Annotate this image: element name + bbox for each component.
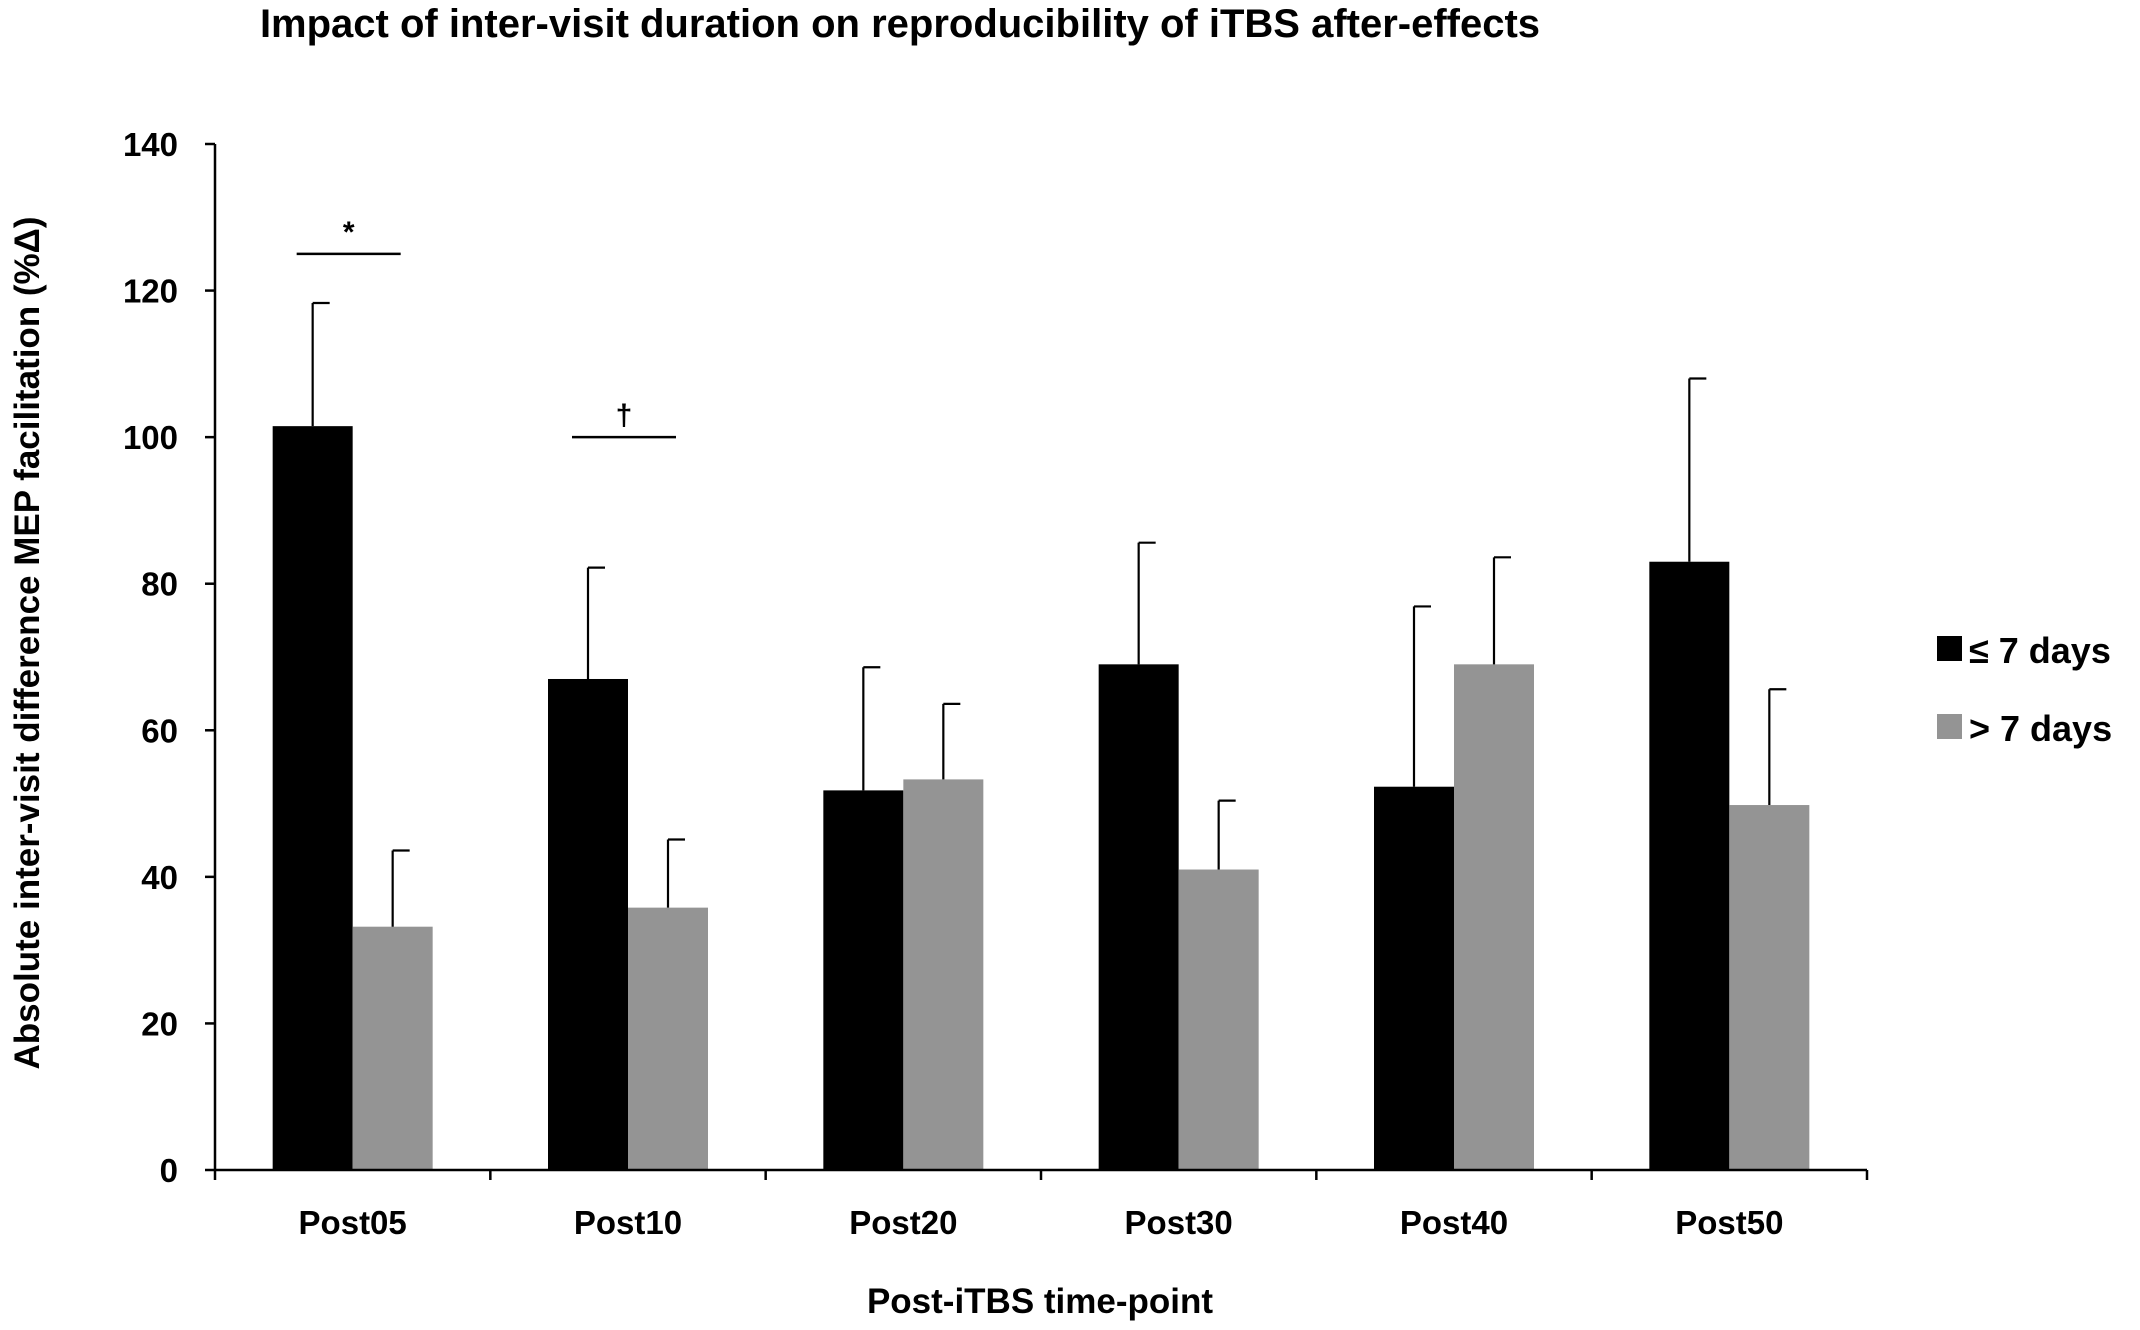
bar-le7-post05 (272, 426, 353, 1170)
y-tick-label: 80 (141, 566, 178, 603)
chart-title: Impact of inter-visit duration on reprod… (259, 2, 1541, 46)
y-tick-label: 20 (141, 1005, 178, 1042)
x-tick-label: Post30 (1125, 1204, 1233, 1241)
bar-le7-post10 (548, 678, 628, 1170)
bar-gt7-post20 (903, 779, 984, 1170)
bar-le7-post40 (1374, 786, 1454, 1170)
x-axis-title: Post-iTBS time-point (867, 1282, 1213, 1321)
legend-label-gt7: > 7 days (1969, 708, 2112, 749)
legend-swatch-gt7 (1937, 714, 1962, 739)
bars-layer (272, 301, 1810, 1170)
y-tick-label: 100 (123, 419, 178, 456)
annotations-layer: *† (296, 216, 676, 439)
bar-le7-post50 (1649, 561, 1730, 1170)
bar-gt7-post40 (1454, 664, 1534, 1170)
x-tick-label: Post20 (849, 1204, 957, 1241)
significance-marker: † (616, 399, 633, 432)
y-tick-label: 120 (123, 273, 178, 310)
x-tick-label: Post10 (574, 1204, 682, 1241)
bar-gt7-post30 (1178, 869, 1259, 1170)
legend: ≤ 7 days > 7 days (1937, 630, 2112, 749)
axes-layer (213, 144, 1867, 1172)
y-tick-label: 140 (123, 126, 178, 163)
bar-gt7-post50 (1729, 805, 1810, 1170)
legend-swatch-le7 (1937, 636, 1962, 661)
bar-gt7-post05 (352, 926, 433, 1170)
legend-label-le7: ≤ 7 days (1969, 630, 2111, 671)
y-axis-title: Absolute inter-visit difference MEP faci… (8, 217, 47, 1070)
significance-marker: * (343, 216, 355, 249)
x-tick-label: Post05 (299, 1204, 407, 1241)
bar-gt7-post10 (628, 907, 708, 1170)
y-tick-label: 60 (141, 712, 178, 749)
y-tick-label: 0 (160, 1152, 178, 1189)
bar-le7-post20 (823, 790, 904, 1170)
y-ticks-layer: 0 20 40 60 80 100 120 140 (123, 126, 215, 1189)
bar-le7-post30 (1098, 664, 1179, 1170)
x-ticks-layer: Post05 Post10 Post20 Post30 Post40 Post50 (213, 1170, 1869, 1241)
x-tick-label: Post40 (1400, 1204, 1508, 1241)
x-tick-label: Post50 (1675, 1204, 1783, 1241)
y-tick-label: 40 (141, 859, 178, 896)
